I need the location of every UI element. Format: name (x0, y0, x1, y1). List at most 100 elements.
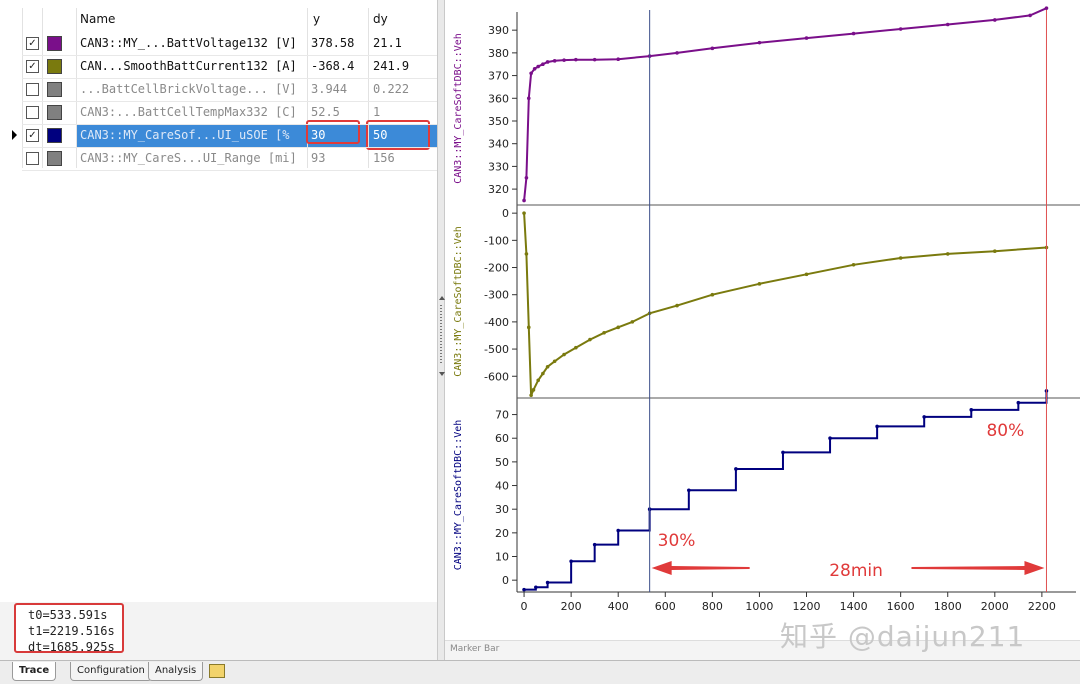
t0-readout: t0=533.591s (28, 608, 108, 622)
series-point (898, 27, 903, 31)
trace-chart[interactable]: 320 330 340 350 360 370 380 390CAN3::MY_CareSof… (445, 0, 1080, 640)
color-swatch[interactable] (47, 82, 62, 97)
y-tick-label: 40 (495, 480, 509, 493)
table-row[interactable]: CAN3:...BattCellTempMax332 [C] 52.5 1 (0, 101, 437, 124)
color-swatch[interactable] (47, 36, 62, 51)
series-point (541, 371, 545, 376)
visibility-checkbox[interactable] (26, 152, 39, 165)
grid-line (76, 8, 77, 168)
header-name[interactable]: Name (80, 12, 116, 26)
series-point (522, 211, 526, 215)
y-tick-label: -300 (484, 289, 509, 302)
signal-y-value: 52.5 (311, 105, 340, 119)
grid-line (42, 8, 43, 168)
marker-bar[interactable]: Marker Bar (445, 640, 1080, 661)
y-tick-label: 10 (495, 551, 509, 564)
collapse-up-icon[interactable] (439, 296, 445, 300)
color-swatch[interactable] (47, 59, 62, 74)
series-point (532, 66, 537, 71)
annotation-end-percent: 80% (986, 421, 1024, 441)
table-row[interactable]: ✓ CAN3::MY_CareSof...UI_uSOE [% 30 50 (0, 124, 437, 147)
y-tick-label: 0 (502, 207, 509, 220)
splitter-grip[interactable] (440, 305, 442, 365)
color-swatch[interactable] (47, 105, 62, 120)
tab-configuration[interactable]: Configuration (70, 662, 152, 681)
y-tick-label: 390 (488, 24, 509, 37)
dt-readout: dt=1685.925s (28, 640, 115, 654)
signal-dy-value: 50 (373, 128, 388, 142)
tab-trace[interactable]: Trace (12, 662, 57, 681)
series-point (545, 364, 550, 369)
series-point (616, 528, 621, 533)
signal-name: CAN3::MY_...BattVoltage132 [V] (80, 36, 297, 50)
signal-dy-value: 156 (373, 151, 395, 165)
series-line (524, 390, 1048, 591)
x-tick-label: 2000 (981, 600, 1009, 613)
series-point (524, 252, 529, 256)
chart-area[interactable]: 320 330 340 350 360 370 380 390 CAN3::MY_CareSof… (445, 0, 1080, 660)
grid-line (22, 78, 437, 79)
series-point (675, 51, 679, 55)
series-point (781, 450, 785, 455)
y-tick-label: 330 (488, 160, 509, 173)
signal-name: CAN3::MY_CareS...UI_Range [mi] (80, 151, 297, 165)
series-point (574, 345, 578, 350)
signal-dy-value: 21.1 (373, 36, 402, 50)
table-row[interactable]: ✓ CAN3::MY_...BattVoltage132 [V] 378.58 21.… (0, 32, 437, 55)
series-point (630, 320, 635, 324)
series-point (526, 325, 531, 330)
current-row-icon (12, 130, 17, 140)
signal-name: CAN3:...BattCellTempMax332 [C] (80, 105, 297, 119)
tab-analysis[interactable]: Analysis (148, 662, 204, 681)
y-tick-label: -400 (484, 316, 509, 329)
y-tick-label: 320 (488, 183, 509, 196)
series-point (616, 325, 621, 330)
series-point (526, 96, 531, 101)
y-axis-label: CAN3::MY_CareSoftDBC::Veh (453, 33, 464, 184)
folder-icon[interactable] (209, 664, 225, 678)
series-point (616, 57, 621, 62)
color-swatch[interactable] (47, 151, 62, 166)
series-point (529, 393, 533, 398)
series-point (851, 263, 856, 267)
signal-dy-value: 241.9 (373, 59, 410, 73)
y-value-highlight (306, 120, 360, 144)
table-row[interactable]: ...BattCellBrickVoltage... [V] 3.944 0.222 (0, 78, 437, 101)
table-header: Name y dy (0, 8, 437, 32)
table-row[interactable]: ✓ CAN...SmoothBattCurrent132 [A] -368.4 241… (0, 55, 437, 78)
visibility-checkbox[interactable] (26, 106, 39, 119)
series-point (804, 272, 809, 277)
y-tick-label: -200 (484, 262, 509, 275)
table-row[interactable]: CAN3::MY_CareS...UI_Range [mi] 93 156 (0, 147, 437, 170)
visibility-checkbox[interactable]: ✓ (26, 60, 39, 73)
series-point (545, 580, 550, 585)
series-point (545, 60, 550, 64)
visibility-checkbox[interactable] (26, 83, 39, 96)
series-point (536, 64, 540, 69)
panel-splitter[interactable] (437, 0, 445, 660)
x-tick-label: 1200 (793, 600, 821, 613)
y-tick-label: -600 (484, 370, 509, 383)
visibility-checkbox[interactable]: ✓ (26, 129, 39, 142)
collapse-down-icon[interactable] (439, 372, 445, 376)
series-point (828, 436, 832, 441)
watermark: 知乎 @daijun211 (780, 620, 1026, 653)
color-swatch[interactable] (47, 128, 62, 143)
series-line (523, 213, 1047, 396)
series-point (562, 352, 566, 357)
header-dy[interactable]: dy (373, 12, 388, 26)
series-point (710, 292, 715, 297)
series-point (804, 36, 809, 40)
bottom-tabs: Trace Configuration Analysis (0, 660, 1080, 684)
series-point (574, 57, 578, 62)
visibility-checkbox[interactable]: ✓ (26, 37, 39, 50)
series-point (541, 62, 545, 67)
y-axis-label: CAN3::MY_CareSoftDBC::Veh (453, 420, 464, 571)
signal-y-value: -368.4 (311, 59, 355, 73)
series-point (675, 303, 679, 308)
header-y[interactable]: y (313, 12, 321, 26)
series-line (523, 7, 1047, 201)
series-point (522, 198, 526, 203)
annotation-start-percent: 30% (658, 531, 696, 551)
x-tick-label: 1800 (934, 600, 962, 613)
